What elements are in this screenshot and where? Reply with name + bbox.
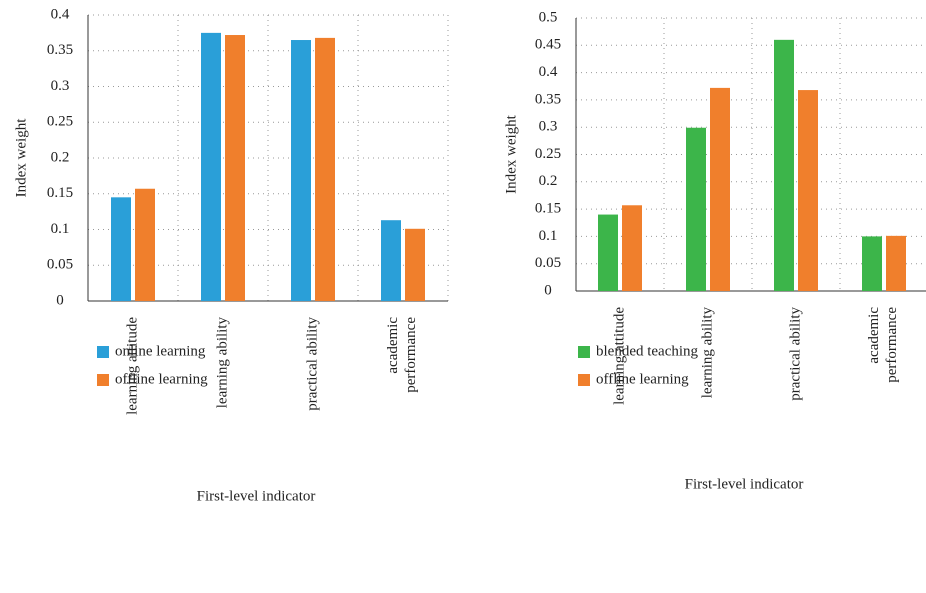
y-tick-label: 0.4 xyxy=(539,64,558,80)
y-tick-label: 0.05 xyxy=(47,257,73,273)
x-tick-label: learning attitude xyxy=(611,307,627,405)
y-tick-label: 0.05 xyxy=(535,255,561,271)
x-tick-label: learning ability xyxy=(699,307,715,399)
y-tick-label: 0.5 xyxy=(539,9,558,25)
x-tick-label: learning ability xyxy=(214,317,230,409)
bar xyxy=(135,188,155,301)
x-tick-label: practical ability xyxy=(787,307,803,401)
y-tick-label: 0.3 xyxy=(539,119,558,135)
legend-label: offline learning xyxy=(596,371,689,387)
x-tick-label: academic performance xyxy=(385,317,419,393)
legend-swatch xyxy=(578,374,590,386)
y-tick-label: 0.2 xyxy=(539,173,558,189)
bar xyxy=(598,214,618,291)
y-tick-label: 0.3 xyxy=(51,78,70,94)
bar xyxy=(862,236,882,291)
bar xyxy=(686,127,706,291)
y-tick-label: 0.35 xyxy=(535,91,561,107)
y-tick-label: 0.15 xyxy=(535,201,561,217)
legend-label: online learning xyxy=(115,343,206,359)
y-tick-label: 0.25 xyxy=(47,114,73,130)
legend-swatch xyxy=(97,374,109,386)
y-axis-label: Index weight xyxy=(503,114,519,194)
legend-swatch xyxy=(578,346,590,358)
bar xyxy=(225,35,245,302)
legend-label: offline learning xyxy=(115,371,208,387)
y-tick-label: 0.15 xyxy=(47,185,73,201)
y-tick-label: 0 xyxy=(56,292,64,308)
y-tick-label: 0.4 xyxy=(51,6,70,22)
y-tick-label: 0.45 xyxy=(535,37,561,53)
legend-swatch xyxy=(97,346,109,358)
bar xyxy=(622,205,642,291)
bar xyxy=(315,37,335,301)
bar xyxy=(405,228,425,301)
x-axis-label: First-level indicator xyxy=(197,488,316,504)
y-tick-label: 0.2 xyxy=(51,149,70,165)
bar xyxy=(111,197,131,301)
bar xyxy=(201,32,221,301)
bar xyxy=(381,220,401,301)
x-tick-label: academic performance xyxy=(866,307,900,383)
bar xyxy=(710,87,730,291)
y-tick-label: 0.1 xyxy=(51,221,70,237)
y-tick-label: 0.35 xyxy=(47,42,73,58)
x-tick-label: practical ability xyxy=(304,317,320,411)
bar xyxy=(291,40,311,302)
y-tick-label: 0 xyxy=(544,282,552,298)
bar xyxy=(886,235,906,291)
bar xyxy=(798,90,818,292)
y-tick-label: 0.1 xyxy=(539,228,558,244)
x-axis-label: First-level indicator xyxy=(685,476,804,492)
legend-label: blended teaching xyxy=(596,343,699,359)
bar xyxy=(774,39,794,292)
y-axis-label: Index weight xyxy=(13,118,29,198)
x-tick-label: learning attitude xyxy=(124,317,140,415)
y-tick-label: 0.25 xyxy=(535,146,561,162)
